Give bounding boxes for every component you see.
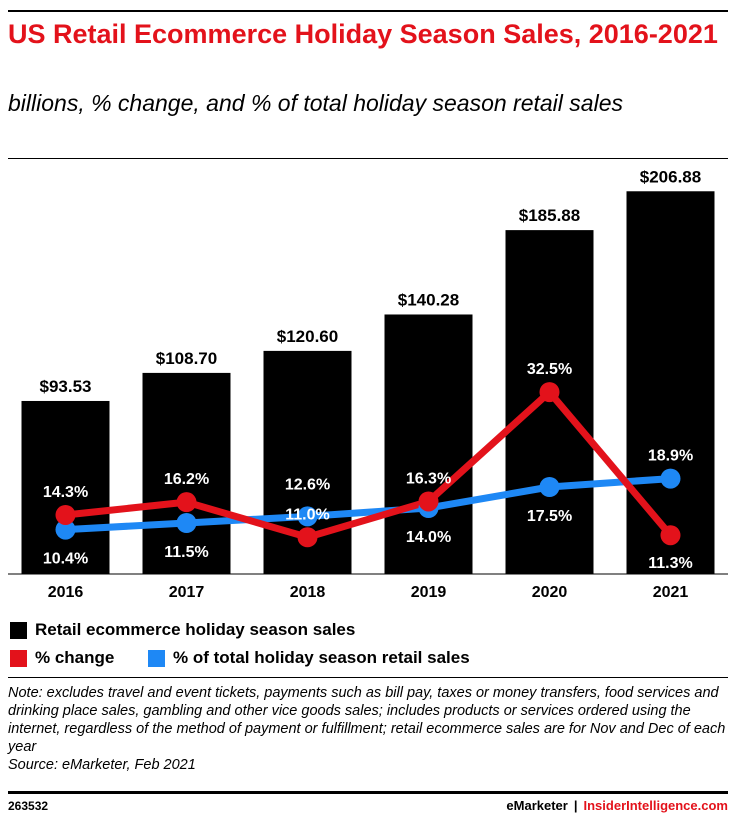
x-tick-label-2021: 2021	[653, 584, 689, 600]
point-pct-change-2020	[539, 382, 560, 403]
x-tick-label-2019: 2019	[411, 584, 447, 600]
bar-2019	[384, 314, 473, 574]
header-divider	[8, 158, 728, 159]
legend-item-sales: Retail ecommerce holiday season sales	[10, 620, 355, 640]
legend-item-pct-change: % change	[10, 648, 114, 668]
bar-label-2020: $185.88	[519, 206, 580, 225]
chart-title: US Retail Ecommerce Holiday Season Sales…	[8, 19, 718, 49]
source-text: Source: eMarketer, Feb 2021	[8, 757, 196, 773]
chart-id: 263532	[8, 799, 49, 813]
chart-note: Note: excludes travel and event tickets,…	[8, 684, 728, 774]
point-pct-change-2017	[176, 492, 197, 513]
footer-brand: eMarketer | InsiderIntelligence.com	[506, 798, 728, 813]
top-rule	[8, 10, 728, 12]
chart-area: $93.53 $108.70 $120.60 $140.28 $185.88 $206.8…	[8, 167, 728, 600]
x-tick-label-2020: 2020	[532, 584, 568, 600]
note-text: Note: excludes travel and event tickets,…	[8, 685, 726, 755]
bar-2021	[626, 191, 715, 574]
bar-label-2019: $140.28	[398, 290, 459, 309]
point-pct-change-2016	[55, 504, 76, 525]
bar-label-2018: $120.60	[277, 327, 338, 346]
point-pct-change-2019	[418, 491, 439, 512]
line-pct-change	[65, 388, 674, 541]
point-pct-total-2016	[55, 519, 76, 540]
bar-label-2017: $108.70	[156, 349, 217, 368]
point-pct-total-2018	[297, 506, 318, 527]
label-pct-total-2017: 11.5%	[164, 544, 208, 561]
bar-label-2021: $206.88	[640, 167, 701, 186]
label-pct-change-2018: 11.0%	[285, 506, 329, 523]
label-pct-change-2020: 32.5%	[527, 361, 572, 378]
line-pct-total	[65, 475, 671, 534]
legend-item-pct-total: % of total holiday season retail sales	[148, 648, 470, 668]
x-tick-label-2017: 2017	[169, 584, 205, 600]
legend-label-sales: Retail ecommerce holiday season sales	[35, 620, 356, 639]
brand-insider-intelligence: InsiderIntelligence.com	[583, 798, 729, 813]
label-pct-change-2016: 14.3%	[43, 484, 88, 501]
bar-label-2016: $93.53	[40, 377, 92, 396]
legend-swatch-pct-total	[148, 649, 165, 667]
label-pct-total-2020: 17.5%	[527, 508, 572, 525]
chart-subtitle: billions, % change, and % of total holid…	[8, 90, 623, 116]
label-pct-change-2019: 16.3%	[406, 470, 451, 487]
label-pct-total-2016: 10.4%	[43, 551, 88, 568]
x-tick-label-2016: 2016	[48, 584, 84, 600]
bar-2016	[21, 400, 110, 574]
point-pct-total-2021	[660, 468, 681, 489]
x-tick-label-2018: 2018	[290, 584, 326, 600]
point-pct-total-2017	[176, 513, 197, 533]
legend-label-pct-change: % change	[35, 648, 115, 667]
label-pct-change-2017: 16.2%	[164, 471, 209, 488]
legend-swatch-pct-change	[10, 649, 27, 667]
legend-label-pct-total: % of total holiday season retail sales	[173, 648, 470, 667]
footer-rule	[8, 791, 728, 794]
label-pct-total-2019: 14.0%	[406, 529, 451, 546]
label-pct-total-2021: 18.9%	[648, 448, 693, 465]
brand-separator: |	[573, 798, 578, 813]
label-pct-total-2018: 12.6%	[285, 476, 330, 493]
brand-emarketer: eMarketer	[506, 798, 568, 813]
point-pct-change-2018	[297, 527, 318, 548]
point-pct-total-2020	[539, 477, 560, 497]
legend-swatch-sales	[10, 621, 27, 639]
point-pct-change-2021	[660, 525, 681, 546]
note-divider	[8, 677, 728, 678]
label-pct-change-2021: 11.3%	[648, 555, 692, 572]
bar-2017	[142, 372, 231, 574]
